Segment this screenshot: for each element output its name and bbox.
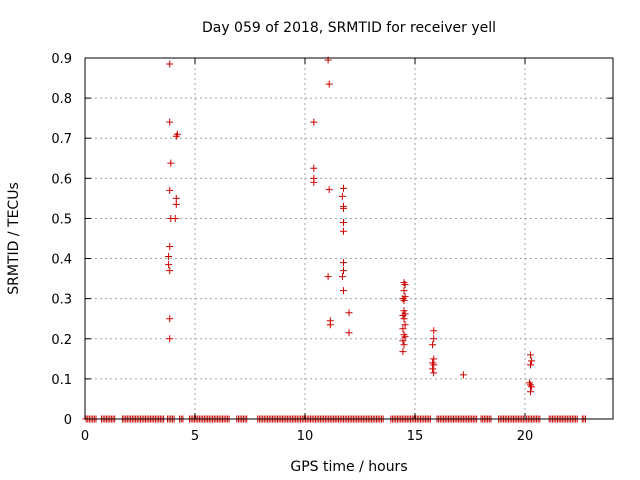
data-point xyxy=(528,357,536,365)
y-tick-label: 0.5 xyxy=(51,212,72,227)
data-point xyxy=(166,335,174,343)
data-point xyxy=(340,227,347,235)
data-point xyxy=(167,159,175,167)
data-point xyxy=(527,388,534,396)
data-point xyxy=(400,341,408,349)
data-point xyxy=(399,337,407,345)
data-point xyxy=(340,218,347,226)
y-tick-label: 0.7 xyxy=(51,132,72,147)
x-tick-label: 20 xyxy=(517,429,534,444)
data-point xyxy=(401,321,409,329)
data-point xyxy=(401,281,409,289)
data-point xyxy=(430,335,438,343)
grid-lines xyxy=(85,58,613,419)
x-axis-title: GPS time / hours xyxy=(290,459,407,475)
data-point xyxy=(173,130,181,138)
y-tick-label: 0.2 xyxy=(51,333,72,348)
data-point xyxy=(166,186,174,194)
data-point xyxy=(345,329,353,337)
data-point xyxy=(528,383,536,391)
y-tick-label: 0.9 xyxy=(51,52,72,67)
x-tick-label: 15 xyxy=(407,429,424,444)
data-points xyxy=(165,56,536,396)
data-point xyxy=(165,261,173,269)
data-point xyxy=(430,361,438,369)
data-point xyxy=(172,194,180,202)
y-tick-label: 0.8 xyxy=(51,92,72,107)
y-tick-label: 0.4 xyxy=(51,253,72,268)
data-point xyxy=(310,118,318,126)
data-point xyxy=(172,200,180,208)
data-point xyxy=(310,164,318,172)
data-point xyxy=(324,273,332,281)
y-tick-label: 0 xyxy=(64,413,72,428)
data-point xyxy=(340,184,347,192)
data-point xyxy=(340,287,347,295)
data-point xyxy=(338,273,346,281)
y-tick-label: 0.1 xyxy=(51,373,72,388)
data-point xyxy=(166,118,174,126)
data-point xyxy=(400,287,408,295)
data-point xyxy=(399,312,407,320)
data-point xyxy=(400,307,408,315)
x-tick-label: 0 xyxy=(81,429,89,444)
y-axis-title: SRMTID / TECUs xyxy=(6,182,22,295)
data-point xyxy=(340,204,347,212)
data-point xyxy=(345,309,353,317)
data-point xyxy=(430,327,438,335)
data-point xyxy=(430,369,438,377)
chart-title: Day 059 of 2018, SRMTID for receiver yel… xyxy=(202,20,496,36)
data-point xyxy=(326,321,334,329)
data-point xyxy=(527,351,534,359)
y-tick-label: 0.3 xyxy=(51,293,72,308)
data-point xyxy=(325,80,333,88)
data-point xyxy=(166,60,174,68)
data-point xyxy=(165,253,173,261)
data-point xyxy=(166,315,174,323)
y-tick-label: 0.6 xyxy=(51,172,72,187)
x-tick-label: 10 xyxy=(297,429,314,444)
data-point xyxy=(429,365,437,373)
data-point xyxy=(166,243,174,251)
data-point xyxy=(401,333,409,341)
plot-frame xyxy=(84,57,614,420)
data-point xyxy=(399,348,407,356)
data-point xyxy=(310,178,318,186)
data-point xyxy=(325,186,333,194)
data-point xyxy=(527,361,534,369)
data-point xyxy=(430,355,438,363)
data-point xyxy=(340,259,347,267)
x-tick-label: 5 xyxy=(191,429,199,444)
data-point xyxy=(171,214,179,222)
data-point xyxy=(340,267,347,275)
data-point xyxy=(429,341,437,349)
axis-ticks xyxy=(84,57,613,420)
data-point xyxy=(400,315,408,323)
axis-tick-labels: 0 0.1 0.2 0.3 0.4 0.5 0.6 0.7 0.8 0.9 0 5 10 15 20 xyxy=(51,52,533,444)
data-point xyxy=(166,267,174,275)
data-point xyxy=(459,371,467,379)
data-point xyxy=(338,192,346,200)
data-point xyxy=(399,325,407,333)
data-point xyxy=(400,297,408,305)
